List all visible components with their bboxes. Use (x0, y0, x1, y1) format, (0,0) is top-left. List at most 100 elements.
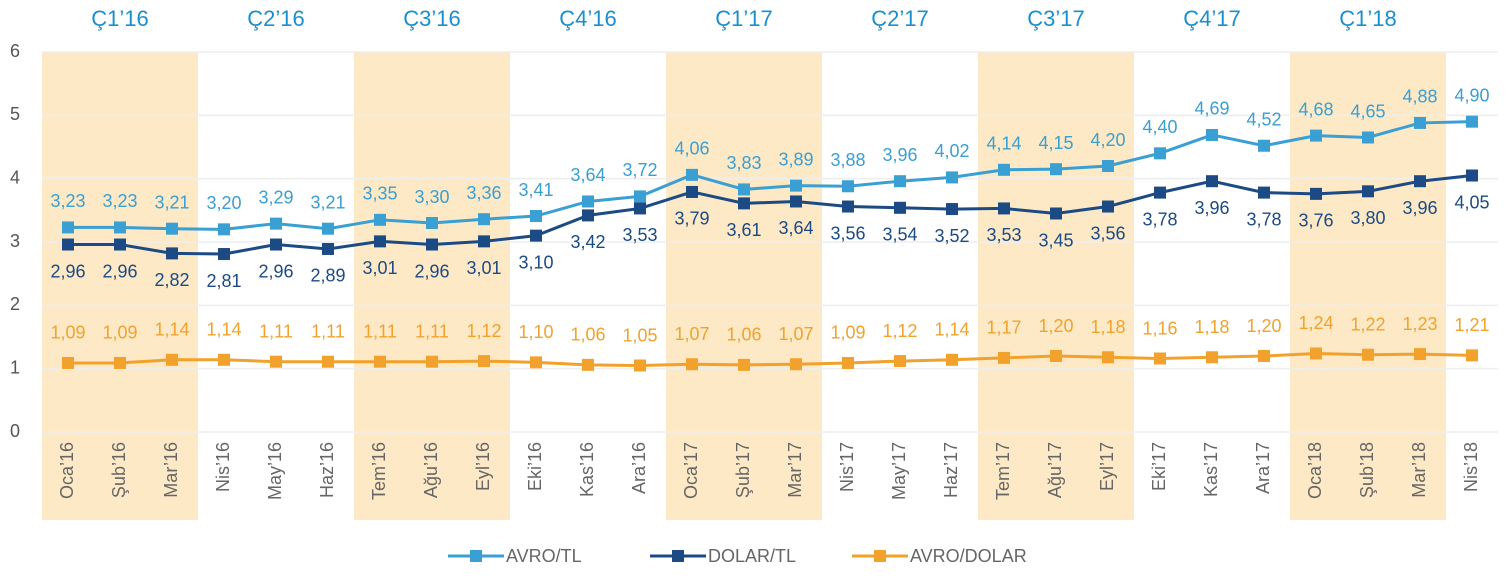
marker (218, 353, 230, 366)
quarter-label: Ç3’17 (1027, 6, 1084, 31)
x-tick-label: Nis’18 (1461, 442, 1481, 492)
data-label: 1,24 (1298, 313, 1333, 333)
y-tick-label: 6 (10, 41, 20, 61)
x-tick-label: Kas’17 (1201, 442, 1221, 497)
x-tick-label: Ağu’16 (421, 442, 441, 498)
marker (738, 197, 750, 210)
data-label: 1,14 (154, 320, 189, 340)
data-label: 3,45 (1038, 230, 1073, 250)
quarter-band (42, 52, 198, 520)
marker (1414, 116, 1426, 129)
data-label: 3,23 (102, 191, 137, 211)
x-tick-label: May’17 (889, 442, 909, 500)
marker (114, 238, 126, 251)
marker (530, 210, 542, 223)
data-label: 1,22 (1350, 314, 1385, 334)
series-line (68, 120, 1473, 231)
marker (478, 235, 490, 248)
marker (1154, 186, 1166, 199)
data-label: 1,14 (934, 320, 969, 340)
marker (894, 355, 906, 368)
data-label: 3,53 (986, 225, 1021, 245)
data-label: 3,83 (726, 153, 761, 173)
marker (1050, 350, 1062, 362)
data-label: 3,35 (362, 184, 397, 204)
marker (1362, 348, 1374, 361)
data-label: 3,76 (1298, 211, 1333, 231)
marker (686, 168, 698, 181)
data-label: 1,20 (1038, 316, 1073, 336)
marker (426, 355, 438, 368)
quarter-band (666, 52, 822, 520)
data-label: 3,21 (154, 192, 189, 212)
x-tick-label: Nis’16 (213, 442, 233, 492)
marker (374, 355, 386, 368)
x-tick-label: Haz’17 (941, 442, 961, 498)
quarter-label: Ç2’17 (871, 6, 928, 31)
data-label: 4,52 (1246, 109, 1281, 129)
marker (1102, 200, 1114, 213)
x-tick-label: Oca’17 (681, 442, 701, 499)
quarter-band (354, 52, 510, 520)
data-label: 1,11 (311, 321, 345, 341)
marker (738, 183, 750, 196)
marker (842, 180, 854, 193)
legend-marker (470, 550, 482, 562)
data-label: 1,09 (50, 323, 85, 343)
data-label: 2,82 (154, 270, 189, 290)
marker (374, 213, 386, 226)
series-line (68, 174, 1473, 256)
marker (218, 223, 230, 236)
data-label: 4,69 (1194, 99, 1229, 119)
data-label: 1,16 (1142, 318, 1177, 338)
data-label: 3,89 (778, 149, 813, 169)
data-label: 3,80 (1350, 208, 1385, 228)
data-label: 1,12 (882, 321, 917, 341)
data-label: 4,90 (1454, 85, 1489, 105)
marker (1154, 147, 1166, 160)
data-label: 3,96 (1194, 198, 1229, 218)
data-label: 4,65 (1350, 101, 1385, 121)
marker (1206, 351, 1218, 364)
data-label: 1,11 (415, 321, 449, 341)
data-label: 1,06 (726, 325, 761, 345)
x-tick-label: Eki’17 (1149, 442, 1169, 491)
marker (634, 202, 646, 215)
x-tick-label: Mar’17 (785, 442, 805, 498)
data-label: 1,12 (466, 321, 501, 341)
marker (582, 358, 594, 371)
data-label: 1,18 (1194, 317, 1229, 337)
data-label: 3,01 (362, 258, 397, 278)
y-tick-label: 5 (10, 104, 20, 124)
marker (1414, 348, 1426, 361)
marker (322, 222, 334, 235)
data-label: 3,10 (518, 252, 553, 272)
quarter-label: Ç1’17 (715, 6, 772, 31)
data-label: 4,40 (1142, 117, 1177, 137)
data-label: 3,64 (778, 218, 813, 238)
data-label: 4,88 (1402, 87, 1437, 107)
marker (270, 238, 282, 251)
marker (1362, 185, 1374, 198)
marker (114, 356, 126, 369)
marker (1206, 175, 1218, 188)
marker (1466, 349, 1478, 362)
marker (790, 179, 802, 192)
marker (1050, 207, 1062, 220)
marker (1050, 163, 1062, 176)
data-label: 3,01 (466, 258, 501, 278)
data-label: 2,81 (206, 271, 241, 291)
marker (790, 358, 802, 371)
marker (1414, 175, 1426, 188)
legend-marker (874, 550, 886, 562)
data-label: 3,61 (726, 220, 761, 240)
x-tick-label: Nis’17 (837, 442, 857, 492)
data-label: 2,96 (414, 261, 449, 281)
marker (166, 247, 178, 260)
marker (114, 221, 126, 234)
x-tick-label: Oca’18 (1305, 442, 1325, 499)
data-label: 3,20 (206, 193, 241, 213)
quarter-label: Ç4’16 (559, 6, 616, 31)
y-tick-label: 1 (10, 357, 20, 377)
